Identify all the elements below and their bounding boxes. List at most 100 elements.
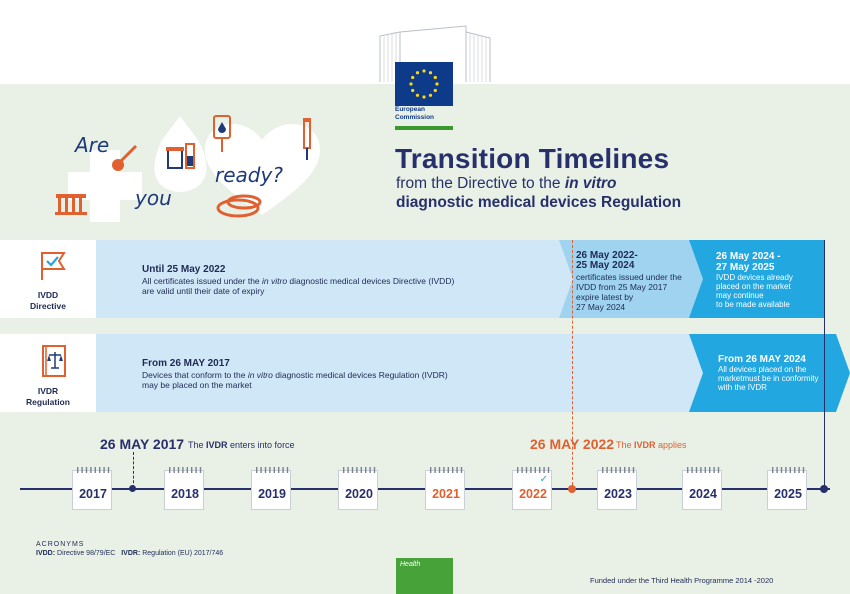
- ivdr-voluntary-line1: Devices that conform to the in vitro dia…: [142, 370, 448, 380]
- ivdd-sell-off-line4: to be made available: [716, 300, 790, 309]
- subtitle-line2: diagnostic medical devices Regulation: [396, 194, 682, 211]
- logo-line1: European: [395, 106, 425, 113]
- acronym-key: IVDD:: [36, 550, 56, 557]
- ivdd-transition-line3: expire latest by: [576, 292, 634, 302]
- calendar-year-label: 2017: [79, 487, 107, 501]
- ivdd-validity-text: Until 25 May 2022 All certificates issue…: [142, 264, 454, 296]
- calendar-2021: 2021: [425, 467, 465, 510]
- ivdr-band-arrow: [686, 334, 850, 412]
- ivdd-transition-text: 26 May 2022- 25 May 2024 certificates is…: [576, 250, 682, 312]
- calendar-rings-icon: [517, 467, 550, 473]
- ivdd-transition-heading1: 26 May 2022-: [576, 250, 638, 261]
- text-italic: in vitro: [262, 276, 288, 286]
- hero-illustration: [55, 115, 320, 222]
- drop-shape: [154, 116, 207, 192]
- ivdr-mandatory-text: From 26 MAY 2024 All devices placed on t…: [718, 354, 818, 392]
- ivdd-transition-line2: IVDD from 25 May 2017: [576, 282, 668, 292]
- test-tubes-icon: [55, 194, 87, 215]
- calendar-2020: 2020: [338, 467, 378, 510]
- calendar-2018: 2018: [164, 467, 204, 510]
- petri-dish-icon: [216, 194, 262, 218]
- calendar-rings-icon: [430, 467, 463, 473]
- ivdd-band-notch: [556, 240, 573, 318]
- ivdd-band-sell-off: [686, 240, 824, 318]
- funding-note: Funded under the Third Health Programme …: [590, 576, 774, 585]
- ivdd-label-line2: Directive: [30, 301, 66, 311]
- calendar-year-label: 2018: [171, 487, 199, 501]
- ivdr-applies-marker-line: [572, 240, 573, 490]
- ivdr-label-line1: IVDR: [37, 386, 59, 396]
- calendar-year-label: 2024: [689, 487, 717, 501]
- regulation-book-icon: [42, 345, 66, 377]
- entry-into-force-note: The IVDR enters into force: [188, 440, 295, 450]
- ivdd-sell-off-heading2: 27 May 2025: [716, 262, 775, 273]
- ivdd-sell-off-heading1: 26 May 2024 -: [716, 251, 781, 262]
- note-bold: IVDR: [634, 440, 656, 450]
- page-title: Transition Timelines: [395, 143, 670, 174]
- entry-into-force-date: 26 MAY 2017: [100, 436, 185, 452]
- ivdd-row: IVDD Directive Until 25 May 2022 All cer…: [0, 240, 850, 318]
- ivdr-applies-date: 26 MAY 2022: [530, 436, 615, 452]
- ivdd-transition-line4: 27 May 2024: [576, 302, 626, 312]
- ivdd-sell-off-line2: placed on the market: [716, 282, 791, 291]
- text-part: diagnostic medical devices Regulation (I…: [272, 370, 448, 380]
- calendar-2025: 2025: [767, 467, 807, 510]
- calendar-year-label: 2021: [432, 487, 460, 501]
- cross-shape: [68, 150, 142, 222]
- ivdd-band-notch-2: [686, 240, 703, 318]
- swab-icon: [112, 144, 138, 171]
- ivdd-label-box: IVDD Directive: [0, 240, 96, 318]
- ivdd-sell-off-line1: IVDD devices already: [716, 273, 793, 282]
- acronyms-heading: ACRONYMS: [36, 541, 85, 548]
- text-part: Devices that conform to the: [142, 370, 248, 380]
- calendar-2023: 2023: [597, 467, 637, 510]
- european-commission-logo: European Commission: [370, 22, 498, 130]
- ivdd-validity-line1: All certificates issued under the in vit…: [142, 276, 454, 286]
- calendar-year-label: 2022: [519, 487, 547, 501]
- ivdr-band-voluntary: [96, 334, 696, 412]
- hero-you-text: you: [135, 186, 172, 210]
- acronym-key: IVDR:: [121, 550, 141, 557]
- sample-cup-icon: [166, 143, 195, 169]
- calendar-rings-icon: [687, 467, 720, 473]
- ivdr-entry-marker-line: [133, 452, 134, 488]
- calendar-year-label: 2023: [604, 487, 632, 501]
- logo-green-bar: [395, 126, 453, 130]
- eu-flag-icon: [395, 62, 453, 106]
- note-part: enters into force: [227, 440, 295, 450]
- calendar-2024: 2024: [682, 467, 722, 510]
- check-icon: ✓: [539, 474, 548, 485]
- building-icon: [379, 25, 491, 82]
- subtitle-italic: in vitro: [564, 175, 617, 192]
- ivdr-voluntary-text: From 26 MAY 2017 Devices that conform to…: [142, 358, 448, 390]
- blood-bag-icon: [213, 115, 231, 152]
- ivdr-applies-note: The IVDR applies: [616, 440, 687, 450]
- text-part: diagnostic medical devices Directive (IV…: [287, 276, 455, 286]
- logo-text: European Commission: [395, 106, 453, 122]
- logo-line2: Commission: [395, 114, 435, 121]
- flag-check-icon: [41, 252, 66, 280]
- calendar-year-label: 2025: [774, 487, 802, 501]
- ivdr-voluntary-heading: From 26 MAY 2017: [142, 358, 230, 369]
- end-marker-line: [824, 240, 825, 490]
- subtitle-line1: from the Directive to the in vitro: [396, 175, 617, 193]
- ivdr-mandatory-line1: All devices placed on the: [718, 365, 807, 374]
- health-badge: Health: [396, 558, 453, 594]
- ivdr-voluntary-line2: may be placed on the market: [142, 380, 252, 390]
- ivdr-label-box: IVDR Regulation: [0, 334, 96, 412]
- note-part: applies: [655, 440, 687, 450]
- calendar-2017: 2017: [72, 467, 112, 510]
- acronym-value: Directive 98/79/EC: [55, 550, 116, 557]
- note-part: The: [188, 440, 207, 450]
- ivdr-row: IVDR Regulation From 26 MAY 2017 Devices…: [0, 334, 850, 412]
- ivdd-band-arrow: [96, 240, 573, 318]
- calendar-rings-icon: [772, 467, 805, 473]
- hero-are-text: Are: [75, 133, 110, 157]
- ivdr-applies-dot: [568, 485, 576, 493]
- acronyms-list: IVDD: Directive 98/79/EC IVDR: Regulatio…: [36, 550, 223, 557]
- calendar-rings-icon: [343, 467, 376, 473]
- ivdd-validity-line2: are valid until their date of expiry: [142, 286, 265, 296]
- calendar-rings-icon: [77, 467, 110, 473]
- note-bold: IVDR: [206, 440, 228, 450]
- ivdr-band-mandatory: [686, 334, 826, 412]
